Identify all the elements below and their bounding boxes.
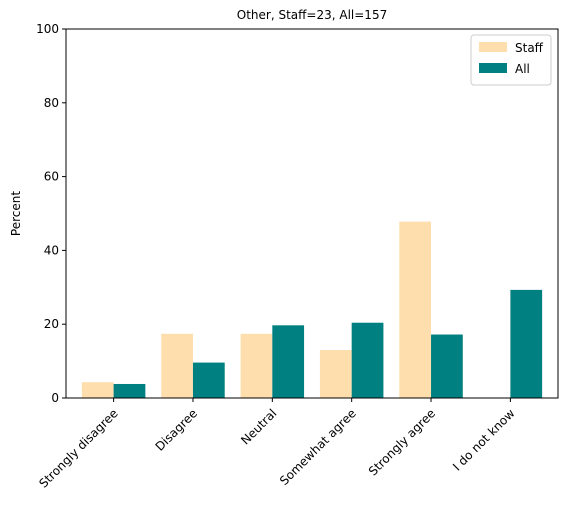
y-tick-label: 0 bbox=[51, 391, 59, 405]
bars-group bbox=[81, 221, 543, 398]
x-tick-label: Strongly agree bbox=[366, 406, 438, 478]
y-axis-ticks: 0 20 40 60 80 100 bbox=[36, 22, 66, 405]
y-tick-label: 100 bbox=[36, 22, 59, 36]
legend-label-all: All bbox=[515, 62, 530, 76]
y-tick-label: 20 bbox=[44, 317, 59, 331]
bar-all-3 bbox=[351, 322, 384, 398]
bar-staff-0 bbox=[81, 382, 114, 398]
legend-swatch-staff bbox=[479, 42, 507, 52]
x-tick-label: Disagree bbox=[153, 406, 201, 454]
y-axis-label: Percent bbox=[9, 191, 23, 236]
x-tick-label: Neutral bbox=[238, 406, 279, 447]
x-tick-label: Strongly disagree bbox=[36, 406, 120, 490]
bar-staff-1 bbox=[161, 333, 193, 398]
x-axis-ticks: Strongly disagree Disagree NeutralSomewhat… bbox=[36, 398, 518, 491]
bar-all-4 bbox=[431, 334, 463, 398]
y-tick-label: 40 bbox=[44, 243, 59, 257]
legend-label-staff: Staff bbox=[515, 41, 544, 55]
y-tick-label: 80 bbox=[44, 96, 59, 110]
bar-staff-3 bbox=[319, 350, 352, 398]
bar-all-5 bbox=[510, 289, 543, 398]
x-tick-label: Somewhat agree bbox=[277, 406, 359, 488]
plot-frame bbox=[65, 28, 559, 399]
legend: Staff All bbox=[470, 34, 552, 86]
y-tick-label: 60 bbox=[44, 170, 59, 184]
bar-all-0 bbox=[113, 383, 146, 398]
x-tick-label: I do not know bbox=[450, 406, 518, 474]
bar-all-2 bbox=[272, 325, 305, 398]
chart-title: Other, Staff=23, All=157 bbox=[237, 8, 387, 22]
legend-swatch-all bbox=[479, 63, 507, 73]
bar-all-1 bbox=[192, 362, 225, 398]
bar-staff-4 bbox=[399, 221, 432, 398]
bar-staff-2 bbox=[240, 333, 273, 398]
